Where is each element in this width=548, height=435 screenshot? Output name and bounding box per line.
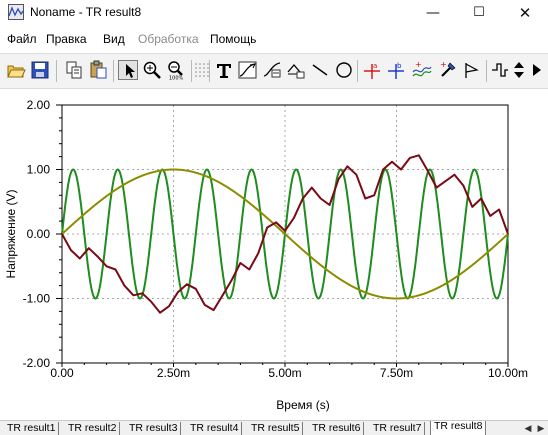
grid-icon[interactable] [192, 60, 212, 80]
pointer-icon[interactable] [118, 60, 138, 80]
toolbar-separator [56, 60, 57, 82]
menu-process[interactable]: Обработка [138, 32, 199, 46]
tab-tr-result2[interactable]: TR result2 [65, 422, 121, 435]
close-button[interactable]: ✕ [518, 4, 532, 22]
up-down-arrows-icon[interactable] [512, 60, 526, 80]
tab-tr-result5[interactable]: TR result5 [248, 422, 304, 435]
y-tick-label: 0.00 [27, 227, 51, 241]
menu-file[interactable]: Файл [7, 32, 37, 46]
result-tabs: TR result1 TR result2 TR result3 TR resu… [0, 420, 548, 435]
plot-area[interactable]: 2.00 1.00 0.00 -1.00 -2.00 0.00 2.50m 5.00m 7.5… [0, 88, 548, 420]
x-tick-label: 2.50m [157, 366, 190, 380]
y-tick-label: -1.00 [23, 292, 51, 306]
open-file-icon[interactable] [6, 60, 26, 80]
toolbar-separator [486, 60, 487, 82]
y-axis-label: Напряжение (V) [4, 190, 18, 279]
y-tick-labels: 2.00 1.00 0.00 -1.00 -2.00 [23, 98, 51, 370]
svg-text:100%: 100% [169, 76, 184, 81]
probe-icon[interactable]: + [438, 60, 458, 80]
app-icon [8, 4, 24, 20]
tab-tr-result6[interactable]: TR result6 [309, 422, 365, 435]
curve-icon[interactable] [238, 60, 258, 80]
paste-icon[interactable] [88, 60, 108, 80]
toolbar: 100% a b + + [0, 53, 548, 89]
save-icon[interactable] [30, 60, 50, 80]
menu-edit[interactable]: Правка [46, 32, 87, 46]
svg-text:+: + [415, 60, 422, 69]
window-title: Noname - TR result8 [30, 5, 142, 19]
step-icon[interactable] [490, 60, 510, 80]
minimize-button[interactable]: — [426, 5, 440, 21]
toolbar-separator [209, 60, 210, 82]
tab-tr-result7[interactable]: TR result7 [370, 422, 426, 435]
cursor-curves-icon[interactable]: + [412, 60, 432, 80]
zoom-out-icon[interactable]: 100% [166, 60, 186, 80]
menu-view[interactable]: Вид [103, 32, 125, 46]
tab-scroll-right-icon[interactable]: ▶ [537, 423, 545, 433]
menu-help[interactable]: Помощь [210, 32, 257, 46]
x-tick-labels: 0.00 2.50m 5.00m 7.50m 10.00m [50, 366, 528, 380]
copy-icon[interactable] [64, 60, 84, 80]
series-noisy-signal [61, 154, 509, 314]
y-tick-label: 2.00 [27, 98, 51, 112]
x-tick-label: 5.00m [268, 366, 301, 380]
axis-icon[interactable] [286, 60, 306, 80]
grid-lines [62, 105, 508, 363]
tick-marks [56, 104, 509, 367]
cursor-b-icon[interactable]: b [386, 60, 406, 80]
svg-text:a: a [373, 62, 377, 70]
x-tick-label: 0.00 [50, 366, 74, 380]
scroll-right-icon[interactable] [530, 60, 544, 80]
y-tick-label: -2.00 [23, 356, 51, 370]
svg-text:b: b [397, 62, 402, 70]
curve-label-icon[interactable] [262, 60, 282, 80]
tab-tr-result4[interactable]: TR result4 [187, 422, 243, 435]
text-icon[interactable] [214, 60, 234, 80]
x-tick-label: 10.00m [488, 366, 528, 380]
series-layer [61, 154, 509, 314]
toolbar-separator [191, 60, 192, 82]
maximize-button[interactable]: ☐ [473, 5, 485, 20]
tab-tr-result1[interactable]: TR result1 [4, 422, 60, 435]
title-bar: Noname - TR result8 — ☐ ✕ [0, 0, 548, 26]
x-axis-label: Время (s) [276, 398, 329, 412]
line-icon[interactable] [310, 60, 330, 80]
tab-tr-result8[interactable]: TR result8 [430, 421, 487, 435]
flag-icon[interactable] [462, 60, 482, 80]
x-tick-label: 7.50m [380, 366, 413, 380]
circle-icon[interactable] [334, 60, 354, 80]
zoom-in-icon[interactable] [142, 60, 162, 80]
series-low-frequency-sine [61, 168, 509, 300]
tab-scroll-left-icon[interactable]: ◀ [524, 423, 532, 433]
toolbar-separator [357, 60, 358, 82]
cursor-a-icon[interactable]: a [362, 60, 382, 80]
svg-text:+: + [440, 60, 447, 69]
tab-tr-result3[interactable]: TR result3 [126, 422, 182, 435]
y-tick-label: 1.00 [27, 163, 51, 177]
toolbar-separator [113, 60, 114, 82]
menu-bar: Файл Правка Вид Обработка Помощь [0, 29, 548, 49]
